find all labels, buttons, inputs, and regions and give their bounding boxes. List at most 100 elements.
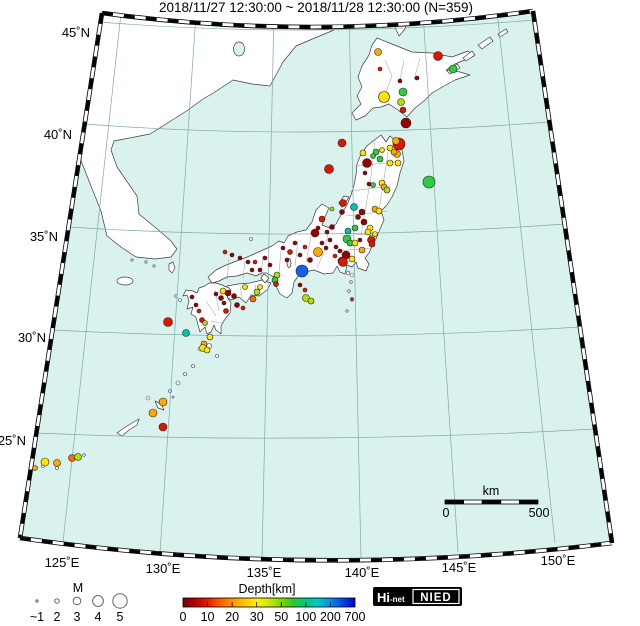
earthquake-marker bbox=[329, 206, 335, 212]
earthquake-marker bbox=[375, 207, 383, 215]
earthquake-marker bbox=[433, 51, 443, 61]
earthquake-marker bbox=[422, 175, 436, 189]
earthquake-marker bbox=[339, 209, 345, 215]
logo-net-text: -net bbox=[390, 595, 405, 604]
earthquake-marker bbox=[231, 293, 237, 299]
latitude-label: 45˚N bbox=[62, 25, 90, 40]
earthquake-markers bbox=[32, 48, 458, 471]
earthquake-marker bbox=[337, 248, 343, 254]
prefecture-border bbox=[226, 258, 230, 281]
earthquake-marker bbox=[224, 289, 232, 297]
earthquake-marker bbox=[302, 294, 310, 302]
earthquake-marker bbox=[337, 138, 347, 148]
latitude-label: 35˚N bbox=[30, 229, 58, 244]
earthquake-marker bbox=[327, 237, 333, 243]
earthquake-marker bbox=[377, 66, 383, 72]
earthquake-marker bbox=[252, 259, 258, 265]
earthquake-marker bbox=[245, 259, 251, 265]
earthquake-marker bbox=[397, 98, 405, 106]
earthquake-marker bbox=[313, 247, 323, 257]
earthquake-marker bbox=[249, 267, 255, 273]
earthquake-marker bbox=[324, 229, 330, 235]
earthquake-marker bbox=[400, 117, 412, 129]
longitude-labels: 125˚E 130˚E 135˚E 140˚E 145˚E 150˚E bbox=[45, 553, 576, 580]
earthquake-marker bbox=[383, 186, 391, 194]
map-title: 2018/11/27 12:30:00 ~ 2018/11/28 12:30:0… bbox=[159, 0, 473, 15]
magnitude-legend-title: M bbox=[73, 581, 83, 595]
scale-bar-segment bbox=[500, 499, 520, 505]
earthquake-marker bbox=[374, 48, 382, 56]
longitude-gridline bbox=[496, 11, 556, 544]
prefecture-border bbox=[399, 59, 405, 81]
earthquake-marker bbox=[399, 106, 407, 114]
latitude-labels: 45˚N 40˚N 35˚N 30˚N 25˚N bbox=[0, 25, 90, 448]
longitude-label: 150˚E bbox=[541, 553, 576, 568]
latitude-label: 30˚N bbox=[18, 330, 46, 345]
earthquake-marker bbox=[366, 181, 372, 187]
earthquake-marker bbox=[319, 240, 325, 246]
tsushima-island bbox=[168, 261, 176, 274]
earthquake-marker bbox=[193, 302, 199, 308]
depth-legend: Depth[km] 0 10 20 30 50 100 200 700 bbox=[180, 582, 366, 624]
earthquake-marker bbox=[324, 164, 334, 174]
earthquake-marker bbox=[359, 149, 367, 157]
sea-area bbox=[20, 11, 612, 561]
earthquake-marker bbox=[267, 262, 273, 268]
earthquake-marker bbox=[229, 252, 235, 258]
depth-tick-label: 30 bbox=[250, 610, 264, 624]
prefecture-border bbox=[384, 59, 393, 93]
magnitude-sample-label: 3 bbox=[74, 610, 81, 624]
scale-bar-segment bbox=[519, 499, 539, 505]
earthquake-marker bbox=[323, 245, 329, 251]
earthquake-marker bbox=[203, 346, 211, 354]
earthquake-marker bbox=[302, 244, 308, 250]
longitude-label: 140˚E bbox=[345, 565, 380, 580]
jeju-island bbox=[116, 276, 134, 286]
earthquake-marker bbox=[295, 264, 309, 278]
longitude-gridline bbox=[348, 12, 362, 559]
earthquake-marker bbox=[221, 300, 227, 306]
earthquake-marker bbox=[390, 148, 398, 156]
depth-tick-label: 50 bbox=[274, 610, 288, 624]
depth-tick-label: 200 bbox=[320, 610, 341, 624]
frame-edge-dashes bbox=[101, 9, 534, 29]
earthquake-marker bbox=[351, 239, 359, 247]
magnitude-sample-label: ~1 bbox=[30, 610, 44, 624]
magnitude-sample-circle bbox=[112, 593, 128, 609]
earthquake-marker bbox=[372, 148, 380, 156]
earthquake-marker bbox=[182, 329, 190, 337]
earthquake-marker bbox=[318, 215, 326, 223]
earthquake-marker bbox=[249, 295, 257, 303]
okinawa-island bbox=[116, 418, 140, 437]
earthquake-marker bbox=[370, 153, 376, 159]
prefecture-border bbox=[242, 260, 246, 279]
magnitude-sample-circle bbox=[72, 596, 82, 606]
earthquake-marker bbox=[257, 284, 263, 290]
frame-edge-dashes bbox=[18, 12, 104, 539]
earthquake-marker bbox=[273, 281, 279, 287]
depth-colorbar bbox=[182, 597, 356, 608]
earthquake-marker bbox=[372, 231, 378, 237]
logo-nied-text: NIED bbox=[420, 592, 451, 604]
longitude-gridline bbox=[62, 12, 122, 543]
map-frame bbox=[17, 8, 615, 563]
earthquake-marker bbox=[213, 291, 219, 297]
earthquake-marker bbox=[414, 75, 420, 81]
depth-tick-label: 10 bbox=[201, 610, 215, 624]
scale-bar-segment bbox=[481, 499, 502, 505]
magnitude-legend: M ~1 2 3 4 5 bbox=[30, 581, 128, 624]
earthquake-marker bbox=[262, 255, 268, 261]
earthquake-marker bbox=[357, 237, 363, 243]
frame-edge-dashes bbox=[19, 536, 613, 562]
earthquake-marker bbox=[302, 287, 308, 293]
latitude-gridline bbox=[84, 121, 550, 133]
earthquake-marker bbox=[351, 224, 359, 232]
lat-lon-grid bbox=[35, 11, 596, 559]
depth-tick-label: 0 bbox=[180, 610, 187, 624]
longitude-label: 145˚E bbox=[442, 560, 477, 575]
earthquake-marker bbox=[386, 144, 394, 152]
earthquake-marker bbox=[206, 333, 214, 341]
earthquake-marker bbox=[350, 297, 354, 301]
earthquake-marker bbox=[53, 459, 61, 467]
